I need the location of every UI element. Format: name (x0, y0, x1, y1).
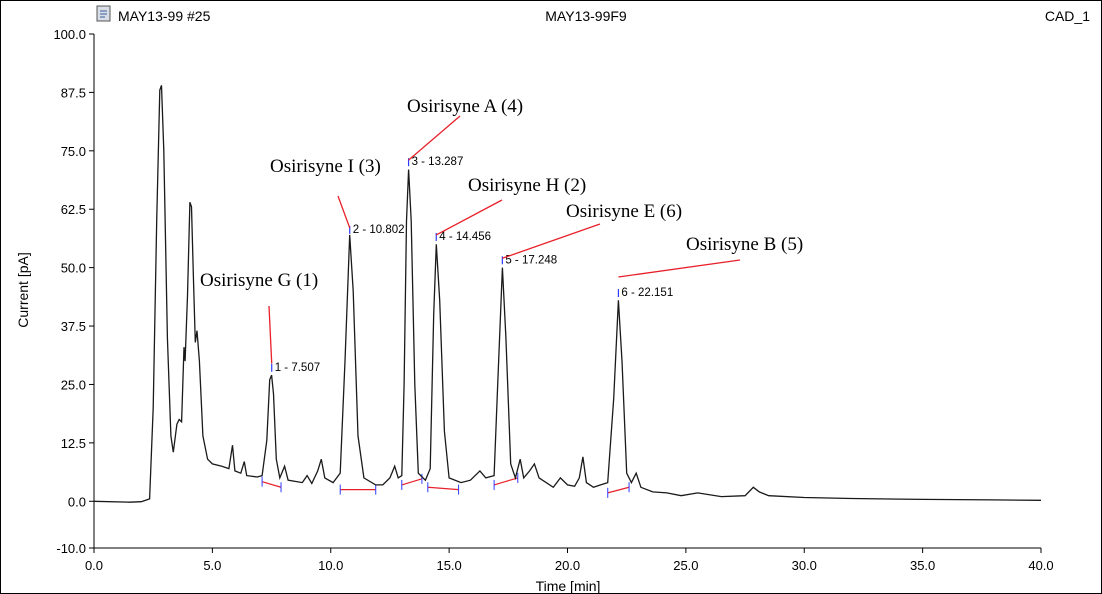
integration-baselines (261, 472, 630, 498)
annotation-leader (435, 199, 503, 236)
peak-label: 6 - 22.151 (621, 287, 673, 299)
annotation-label: Osirisyne G (1) (200, 270, 318, 291)
header-center-title: MAY13-99F9 (545, 8, 627, 24)
x-tick-label: 35.0 (910, 558, 935, 573)
baseline-segment (401, 478, 423, 486)
peak-markers: 1 - 7.507 2 - 10.802 3 - 13.287 4 - 14.456 5… (271, 156, 673, 374)
x-axis-label: Time [min] (536, 578, 601, 594)
y-tick-label: 62.5 (61, 202, 86, 217)
peak-label: 1 - 7.507 (275, 362, 320, 374)
annotation-label: Osirisyne B (5) (686, 234, 803, 255)
y-tick-label: 75.0 (61, 144, 86, 159)
header-left-title: MAY13-99 #25 (118, 8, 211, 24)
peak-label: 5 - 17.248 (505, 254, 557, 266)
x-tick-label: 15.0 (436, 558, 461, 573)
annotation-leader (408, 115, 461, 161)
annotation-label: Osirisyne A (4) (407, 96, 523, 117)
baseline-segment (427, 486, 459, 491)
y-tick-label: -10.0 (56, 541, 86, 556)
x-tick-label: 25.0 (673, 558, 698, 573)
header-right-title: CAD_1 (1045, 8, 1090, 24)
y-tick-label: 37.5 (61, 319, 86, 334)
annotation-leader (502, 223, 601, 259)
y-axis-ticks: -10.0 0.0 12.5 25.0 37.5 50.0 62.5 75.0 87.5 100.… (53, 27, 94, 556)
y-tick-label: 12.5 (61, 436, 86, 451)
y-tick-label: 100.0 (53, 27, 86, 42)
x-tick-label: 5.0 (203, 558, 221, 573)
peak-label: 3 - 13.287 (412, 156, 464, 168)
document-icon (96, 5, 111, 22)
annotation-label: Osirisyne H (2) (468, 175, 586, 196)
x-tick-label: 40.0 (1028, 558, 1053, 573)
baseline-segment (493, 477, 518, 486)
annotation-leader (337, 195, 351, 229)
annotation-leader (618, 259, 741, 278)
baseline-segment (607, 486, 630, 494)
baseline-segment (261, 481, 282, 488)
y-tick-label: 50.0 (61, 261, 86, 276)
y-tick-label: 0.0 (68, 494, 86, 509)
x-tick-label: 30.0 (792, 558, 817, 573)
x-axis-ticks: 0.0 5.0 10.0 15.0 20.0 25.0 30.0 35.0 40.0 (85, 548, 1054, 573)
y-axis-label: Current [pA] (15, 252, 31, 327)
annotation-leader (268, 305, 273, 364)
annotation-label: Osirisyne E (6) (566, 201, 682, 222)
y-tick-label: 87.5 (61, 85, 86, 100)
compound-annotations: Osirisyne G (1) Osirisyne I (3) Osirisyn… (200, 96, 803, 291)
annotation-leader-lines (268, 115, 741, 364)
y-tick-label: 25.0 (61, 377, 86, 392)
x-tick-label: 20.0 (555, 558, 580, 573)
chromatogram-trace (93, 85, 1042, 503)
peak-label: 4 - 14.456 (439, 231, 491, 243)
x-tick-label: 0.0 (85, 558, 103, 573)
peak-label: 2 - 10.802 (353, 224, 405, 236)
x-tick-label: 10.0 (318, 558, 343, 573)
annotation-label: Osirisyne I (3) (270, 156, 381, 177)
